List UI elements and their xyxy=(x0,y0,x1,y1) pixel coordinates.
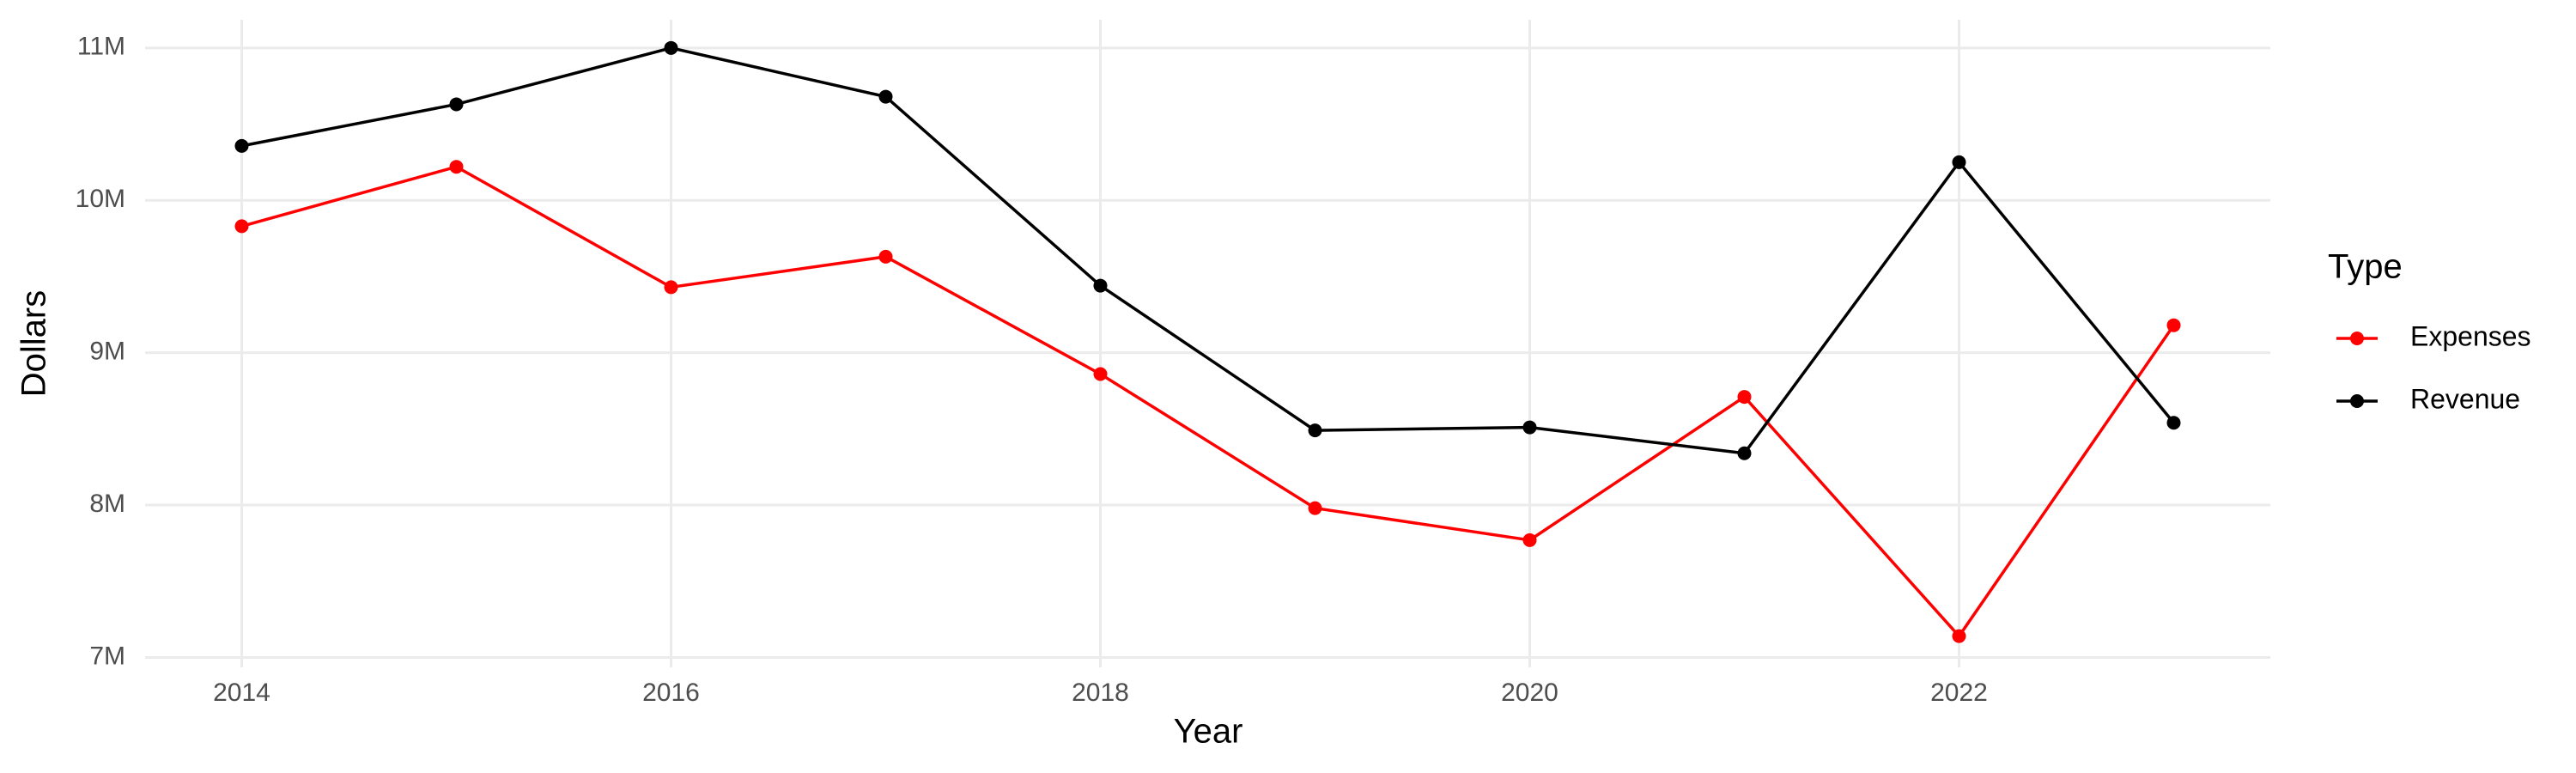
legend-label: Expenses xyxy=(2410,320,2531,351)
x-tick-label: 2014 xyxy=(213,679,270,707)
y-tick-label: 8M xyxy=(89,490,125,518)
x-tick-label: 2020 xyxy=(1501,679,1558,707)
data-point xyxy=(1737,390,1752,405)
data-point xyxy=(1737,446,1752,460)
data-point xyxy=(664,280,678,295)
y-tick-label: 7M xyxy=(89,642,125,670)
data-point xyxy=(449,97,464,112)
data-point xyxy=(1308,501,1322,515)
series-line xyxy=(241,46,2175,455)
data-point xyxy=(878,89,893,104)
data-point xyxy=(449,160,464,174)
legend-key-point xyxy=(2350,332,2364,345)
legend-title: Type xyxy=(2328,248,2403,286)
y-axis-title: Dollars xyxy=(15,290,53,397)
y-tick-label: 11M xyxy=(77,33,125,61)
data-point xyxy=(2166,318,2181,332)
data-point xyxy=(2166,416,2181,430)
x-tick-label: 2022 xyxy=(1930,679,1988,707)
data-point xyxy=(1093,367,1108,381)
data-point xyxy=(234,219,249,234)
data-point xyxy=(878,249,893,264)
x-axis-title: Year xyxy=(1174,713,1243,751)
y-tick-label: 10M xyxy=(76,185,125,213)
x-tick-label: 2018 xyxy=(1072,679,1129,707)
y-tick-label: 9M xyxy=(89,338,125,366)
data-point xyxy=(1522,420,1537,435)
series-line xyxy=(241,165,2175,639)
data-point xyxy=(1952,155,1966,169)
data-point xyxy=(1952,629,1966,643)
data-point xyxy=(664,40,678,55)
legend-key-point xyxy=(2350,394,2364,408)
data-point xyxy=(1093,278,1108,293)
x-tick-label: 2016 xyxy=(642,679,700,707)
legend-label: Revenue xyxy=(2410,383,2520,414)
data-point xyxy=(1522,533,1537,547)
data-point xyxy=(234,138,249,153)
data-point xyxy=(1308,423,1322,438)
